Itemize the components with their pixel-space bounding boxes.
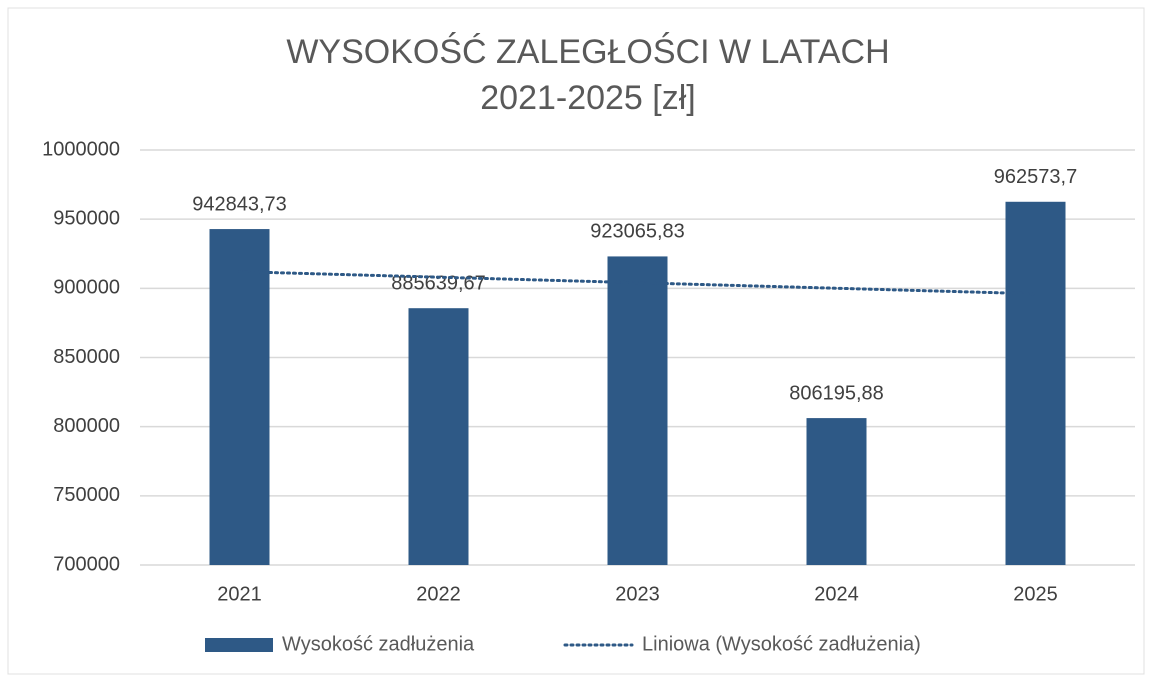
chart-title: WYSOKOŚĆ ZALEGŁOŚCI W LATACH [286, 32, 889, 71]
y-tick-label: 750000 [53, 484, 120, 506]
y-tick-label: 950000 [53, 207, 120, 229]
y-tick-label: 850000 [53, 346, 120, 368]
legend-label: Liniowa (Wysokość zadłużenia) [642, 633, 921, 655]
value-label: 806195,88 [789, 382, 884, 404]
chart-frame [7, 7, 1145, 675]
value-label: 942843,73 [192, 193, 287, 215]
bar [209, 229, 270, 566]
x-tick-label: 2021 [217, 583, 262, 605]
legend-label: Wysokość zadłużenia [282, 633, 475, 655]
chart-title: 2021-2025 [zł] [480, 79, 696, 117]
legend-swatch [205, 638, 273, 652]
y-tick-label: 900000 [53, 277, 120, 299]
x-tick-label: 2024 [814, 583, 859, 605]
bar [607, 256, 668, 565]
y-tick-label: 1000000 [42, 138, 120, 160]
bar [806, 418, 867, 565]
bar [408, 308, 469, 565]
value-label: 923065,83 [590, 221, 685, 243]
x-tick-label: 2022 [416, 583, 461, 605]
y-tick-label: 800000 [53, 415, 120, 437]
y-tick-label: 700000 [53, 553, 120, 575]
value-label: 962573,7 [994, 166, 1077, 188]
x-tick-label: 2023 [615, 583, 660, 605]
bar [1005, 201, 1066, 565]
trendline [238, 270, 1037, 296]
x-tick-label: 2025 [1013, 583, 1058, 605]
